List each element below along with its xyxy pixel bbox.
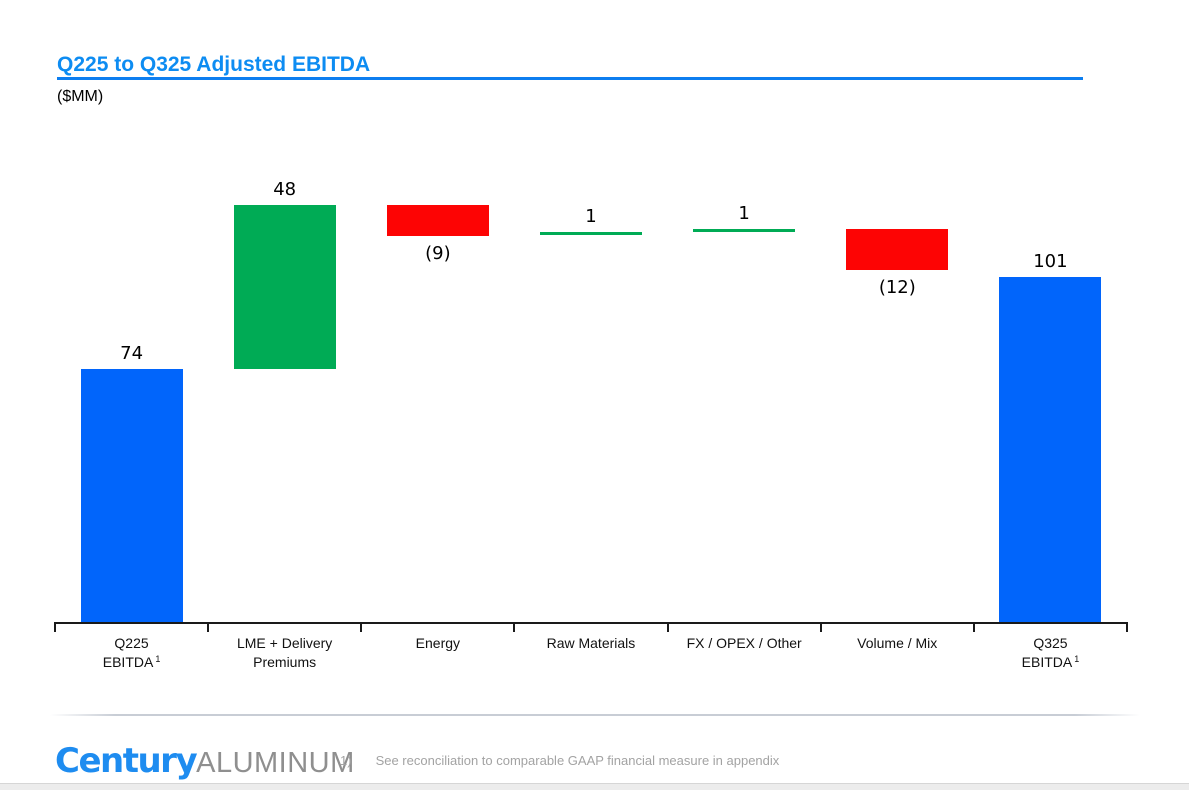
bar-value-label: 74	[120, 342, 144, 364]
category-label-line: Q225	[114, 635, 149, 651]
units-label: ($MM)	[57, 88, 104, 105]
waterfall-bar	[999, 276, 1102, 622]
footer-divider	[50, 714, 1140, 716]
x-axis-category-label: LME + Delivery Premiums	[208, 634, 361, 672]
x-axis-category-label: Q225 EBITDA 1	[55, 634, 208, 672]
bar-value-label: 101	[1033, 250, 1068, 272]
x-axis-tick	[360, 622, 363, 632]
footnote: 1) See reconciliation to comparable GAAP…	[340, 753, 779, 768]
bar-value-label: 1	[585, 206, 597, 228]
bar-value-label: 1	[738, 202, 750, 224]
waterfall-bar	[233, 204, 336, 369]
x-axis-tick	[666, 622, 669, 632]
title-underline	[57, 77, 1083, 80]
category-label-line: Energy	[415, 635, 461, 651]
x-axis-category-label: Raw Materials	[514, 634, 667, 653]
x-axis-tick	[513, 622, 516, 632]
category-label-line: FX / OPEX / Other	[686, 635, 802, 651]
category-label-line: EBITDA 1	[1021, 653, 1080, 670]
x-axis-category-label: FX / OPEX / Other	[668, 634, 821, 653]
x-axis-tick	[819, 622, 822, 632]
waterfall-bar	[80, 368, 183, 622]
footnote-text: See reconciliation to comparable GAAP fi…	[375, 753, 780, 768]
page-edge-strip	[0, 783, 1189, 790]
x-axis-line	[54, 622, 1128, 624]
x-axis-category-label: Energy	[361, 634, 514, 653]
waterfall-bar	[386, 204, 489, 236]
category-label-line: Volume / Mix	[857, 635, 938, 651]
bar-value-label: (12)	[878, 276, 916, 298]
footnote-ref: 1	[1074, 653, 1080, 664]
x-axis-category-label: Volume / Mix	[821, 634, 974, 653]
category-label-line: Raw Materials	[546, 635, 636, 651]
waterfall-bar	[540, 232, 642, 236]
x-axis-category-label: Q325 EBITDA 1	[974, 634, 1127, 672]
category-label-line: EBITDA 1	[102, 653, 161, 670]
category-label-line: LME + Delivery	[236, 635, 333, 651]
footnote-marker: 1)	[340, 753, 352, 768]
category-label-line: Premiums	[253, 653, 317, 670]
logo-aluminum-text: ALUMINUM	[196, 747, 355, 779]
x-axis-tick	[972, 622, 975, 632]
waterfall-bar	[693, 228, 796, 233]
waterfall-bar	[846, 228, 949, 270]
company-logo: Century ALUMINUM	[55, 741, 355, 781]
footnote-ref: 1	[155, 653, 161, 664]
x-axis-tick	[54, 622, 56, 632]
bar-value-label: 48	[273, 178, 297, 200]
x-axis-tick	[207, 622, 210, 632]
bar-value-label: (9)	[425, 242, 451, 264]
slide-title: Q225 to Q325 Adjusted EBITDA	[57, 53, 371, 76]
category-label-line: Q325	[1033, 635, 1068, 651]
x-axis-tick	[1126, 622, 1128, 632]
logo-century-text: Century	[55, 741, 198, 781]
